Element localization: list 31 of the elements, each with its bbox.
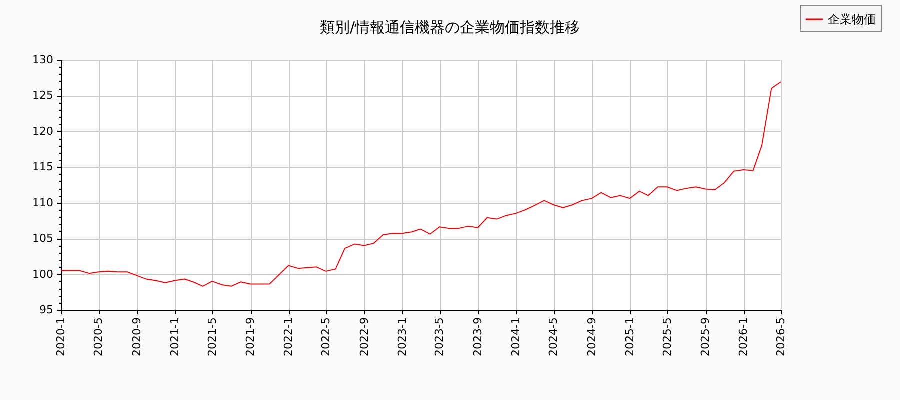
- x-tick-label: 2022-5: [320, 318, 333, 356]
- y-tick-label: 125: [32, 89, 54, 102]
- y-tick-label: 110: [32, 196, 54, 210]
- y-tick-label: 105: [32, 232, 54, 246]
- x-tick-label: 2020-9: [130, 318, 144, 356]
- y-tick-label: 100: [32, 268, 54, 281]
- x-tick-label: 2021-5: [206, 318, 219, 356]
- legend-label: 企業物価: [828, 12, 876, 26]
- x-tick-label: 2024-9: [585, 318, 598, 356]
- x-tick-label: 2026-5: [774, 318, 788, 356]
- x-tick-label: 2020-5: [92, 318, 106, 356]
- line-series: [60, 82, 782, 287]
- x-tick-label: 2025-1: [623, 318, 636, 356]
- x-tick-label: 2024-1: [509, 318, 522, 356]
- y-tick-label: 95: [40, 304, 54, 316]
- x-tick-label: 2025-5: [660, 318, 674, 356]
- x-tick-label: 2021-1: [168, 318, 182, 356]
- x-tick-label: 2022-9: [358, 318, 371, 356]
- x-tick-label: 2021-9: [244, 318, 258, 356]
- x-tick-label: 2023-1: [396, 318, 409, 356]
- chart-title: 類別/情報通信機器の企業物価指数推移: [320, 18, 580, 36]
- x-tick-label: 2023-9: [471, 318, 484, 356]
- x-tick-label: 2020-1: [54, 318, 68, 356]
- y-tick-label: 115: [32, 160, 54, 174]
- x-tick-label: 2025-9: [699, 318, 712, 356]
- y-tick-label: 120: [32, 124, 54, 138]
- x-tick-label: 2023-5: [433, 318, 446, 356]
- x-tick-label: 2024-5: [547, 318, 560, 356]
- x-tick-label: 2022-1: [282, 318, 296, 356]
- y-tick-label: 130: [32, 54, 54, 66]
- x-tick-label: 2026-1: [737, 318, 750, 356]
